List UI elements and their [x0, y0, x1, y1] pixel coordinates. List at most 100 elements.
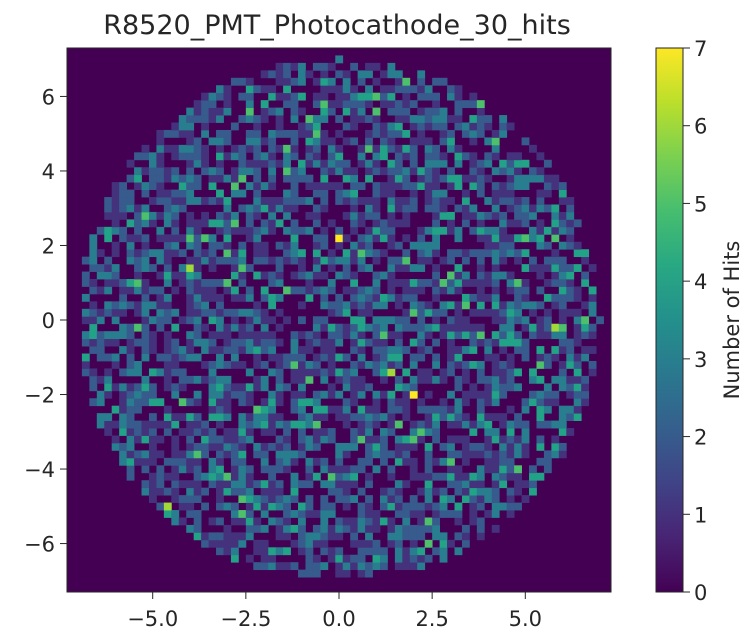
- heatmap-cell: [216, 159, 224, 168]
- heatmap-cell: [365, 197, 373, 205]
- heatmap-cell: [216, 346, 224, 354]
- heatmap-cell: [521, 234, 530, 243]
- heatmap-cell: [245, 517, 254, 526]
- heatmap-cell: [432, 144, 440, 153]
- heatmap-cell: [409, 152, 418, 161]
- heatmap-cell: [171, 249, 180, 258]
- heatmap-cell: [216, 472, 224, 481]
- heatmap-cell: [335, 405, 344, 414]
- heatmap-cell: [193, 510, 202, 518]
- heatmap-cell: [178, 383, 187, 392]
- heatmap-cell: [96, 398, 105, 407]
- heatmap-cell: [230, 323, 239, 332]
- heatmap-cell: [439, 398, 448, 407]
- heatmap-cell: [178, 182, 187, 190]
- heatmap-cell: [89, 264, 98, 272]
- heatmap-cell: [156, 159, 165, 168]
- heatmap-cell: [365, 383, 373, 392]
- heatmap-cell: [424, 495, 433, 503]
- heatmap-cell: [514, 383, 522, 392]
- heatmap-cell: [402, 197, 411, 205]
- heatmap-cell: [104, 390, 113, 399]
- heatmap-cell: [521, 293, 530, 302]
- heatmap-cell: [387, 405, 396, 414]
- heatmap-cell: [551, 271, 560, 280]
- heatmap-cell: [387, 368, 396, 377]
- heatmap-cell: [529, 398, 537, 407]
- heatmap-cell: [193, 457, 202, 466]
- heatmap-cell: [208, 197, 217, 205]
- heatmap-cell: [417, 338, 426, 347]
- heatmap-cell: [357, 554, 366, 563]
- heatmap-cell: [536, 472, 545, 481]
- heatmap-cell: [230, 293, 239, 302]
- heatmap-cell: [342, 107, 351, 116]
- heatmap-cell: [357, 383, 366, 392]
- heatmap-cell: [476, 450, 485, 459]
- heatmap-cell: [439, 152, 448, 161]
- heatmap-cell: [499, 331, 508, 340]
- heatmap-cell: [245, 398, 254, 407]
- heatmap-cell: [230, 249, 239, 258]
- heatmap-cell: [230, 457, 239, 466]
- heatmap-cell: [290, 189, 299, 198]
- heatmap-cell: [275, 420, 284, 429]
- heatmap-cell: [305, 293, 314, 302]
- heatmap-cell: [89, 308, 98, 317]
- heatmap-cell: [312, 256, 321, 265]
- heatmap-cell: [402, 279, 411, 287]
- heatmap-cell: [499, 442, 508, 451]
- heatmap-cell: [357, 331, 366, 340]
- heatmap-cell: [506, 197, 515, 205]
- heatmap-cell: [417, 502, 426, 511]
- heatmap-cell: [439, 197, 448, 205]
- heatmap-cell: [178, 368, 187, 377]
- heatmap-cell: [253, 360, 262, 369]
- heatmap-cell: [290, 390, 299, 399]
- heatmap-cell: [335, 375, 344, 384]
- heatmap-cell: [148, 420, 157, 429]
- heatmap-cell: [394, 405, 403, 414]
- heatmap-cell: [216, 375, 224, 384]
- heatmap-cell: [171, 450, 180, 459]
- heatmap-cell: [447, 271, 455, 280]
- heatmap-cell: [327, 435, 336, 444]
- heatmap-cell: [223, 331, 232, 340]
- heatmap-cell: [148, 480, 157, 489]
- x-tick-label: 2.5: [415, 607, 448, 631]
- heatmap-cell: [260, 182, 269, 190]
- heatmap-cell: [514, 174, 522, 183]
- heatmap-cell: [588, 323, 597, 332]
- heatmap-cell: [320, 159, 329, 168]
- heatmap-cell: [573, 219, 582, 228]
- heatmap-cell: [208, 174, 217, 183]
- heatmap-cell: [268, 174, 277, 183]
- heatmap-cell: [409, 100, 418, 109]
- heatmap-cell: [216, 316, 224, 325]
- heatmap-cell: [335, 442, 344, 451]
- heatmap-cell: [320, 70, 329, 79]
- heatmap-cell: [499, 226, 508, 235]
- heatmap-cell: [506, 323, 515, 332]
- heatmap-cell: [89, 241, 98, 250]
- heatmap-cell: [134, 390, 142, 399]
- heatmap-cell: [275, 375, 284, 384]
- heatmap-cell: [394, 264, 403, 272]
- heatmap-cell: [588, 293, 597, 302]
- heatmap-cell: [372, 465, 381, 474]
- heatmap-cell: [193, 301, 202, 310]
- heatmap-cell: [89, 338, 98, 347]
- heatmap-cell: [432, 457, 440, 466]
- heatmap-cell: [417, 517, 426, 526]
- heatmap-cell: [178, 152, 187, 161]
- heatmap-cell: [260, 241, 269, 250]
- heatmap-cell: [424, 152, 433, 161]
- heatmap-cell: [350, 226, 359, 235]
- heatmap-cell: [111, 301, 120, 310]
- heatmap-cell: [141, 465, 150, 474]
- heatmap-cell: [476, 495, 485, 503]
- heatmap-cell: [402, 167, 411, 176]
- heatmap-cell: [499, 301, 508, 310]
- heatmap-cell: [573, 323, 582, 332]
